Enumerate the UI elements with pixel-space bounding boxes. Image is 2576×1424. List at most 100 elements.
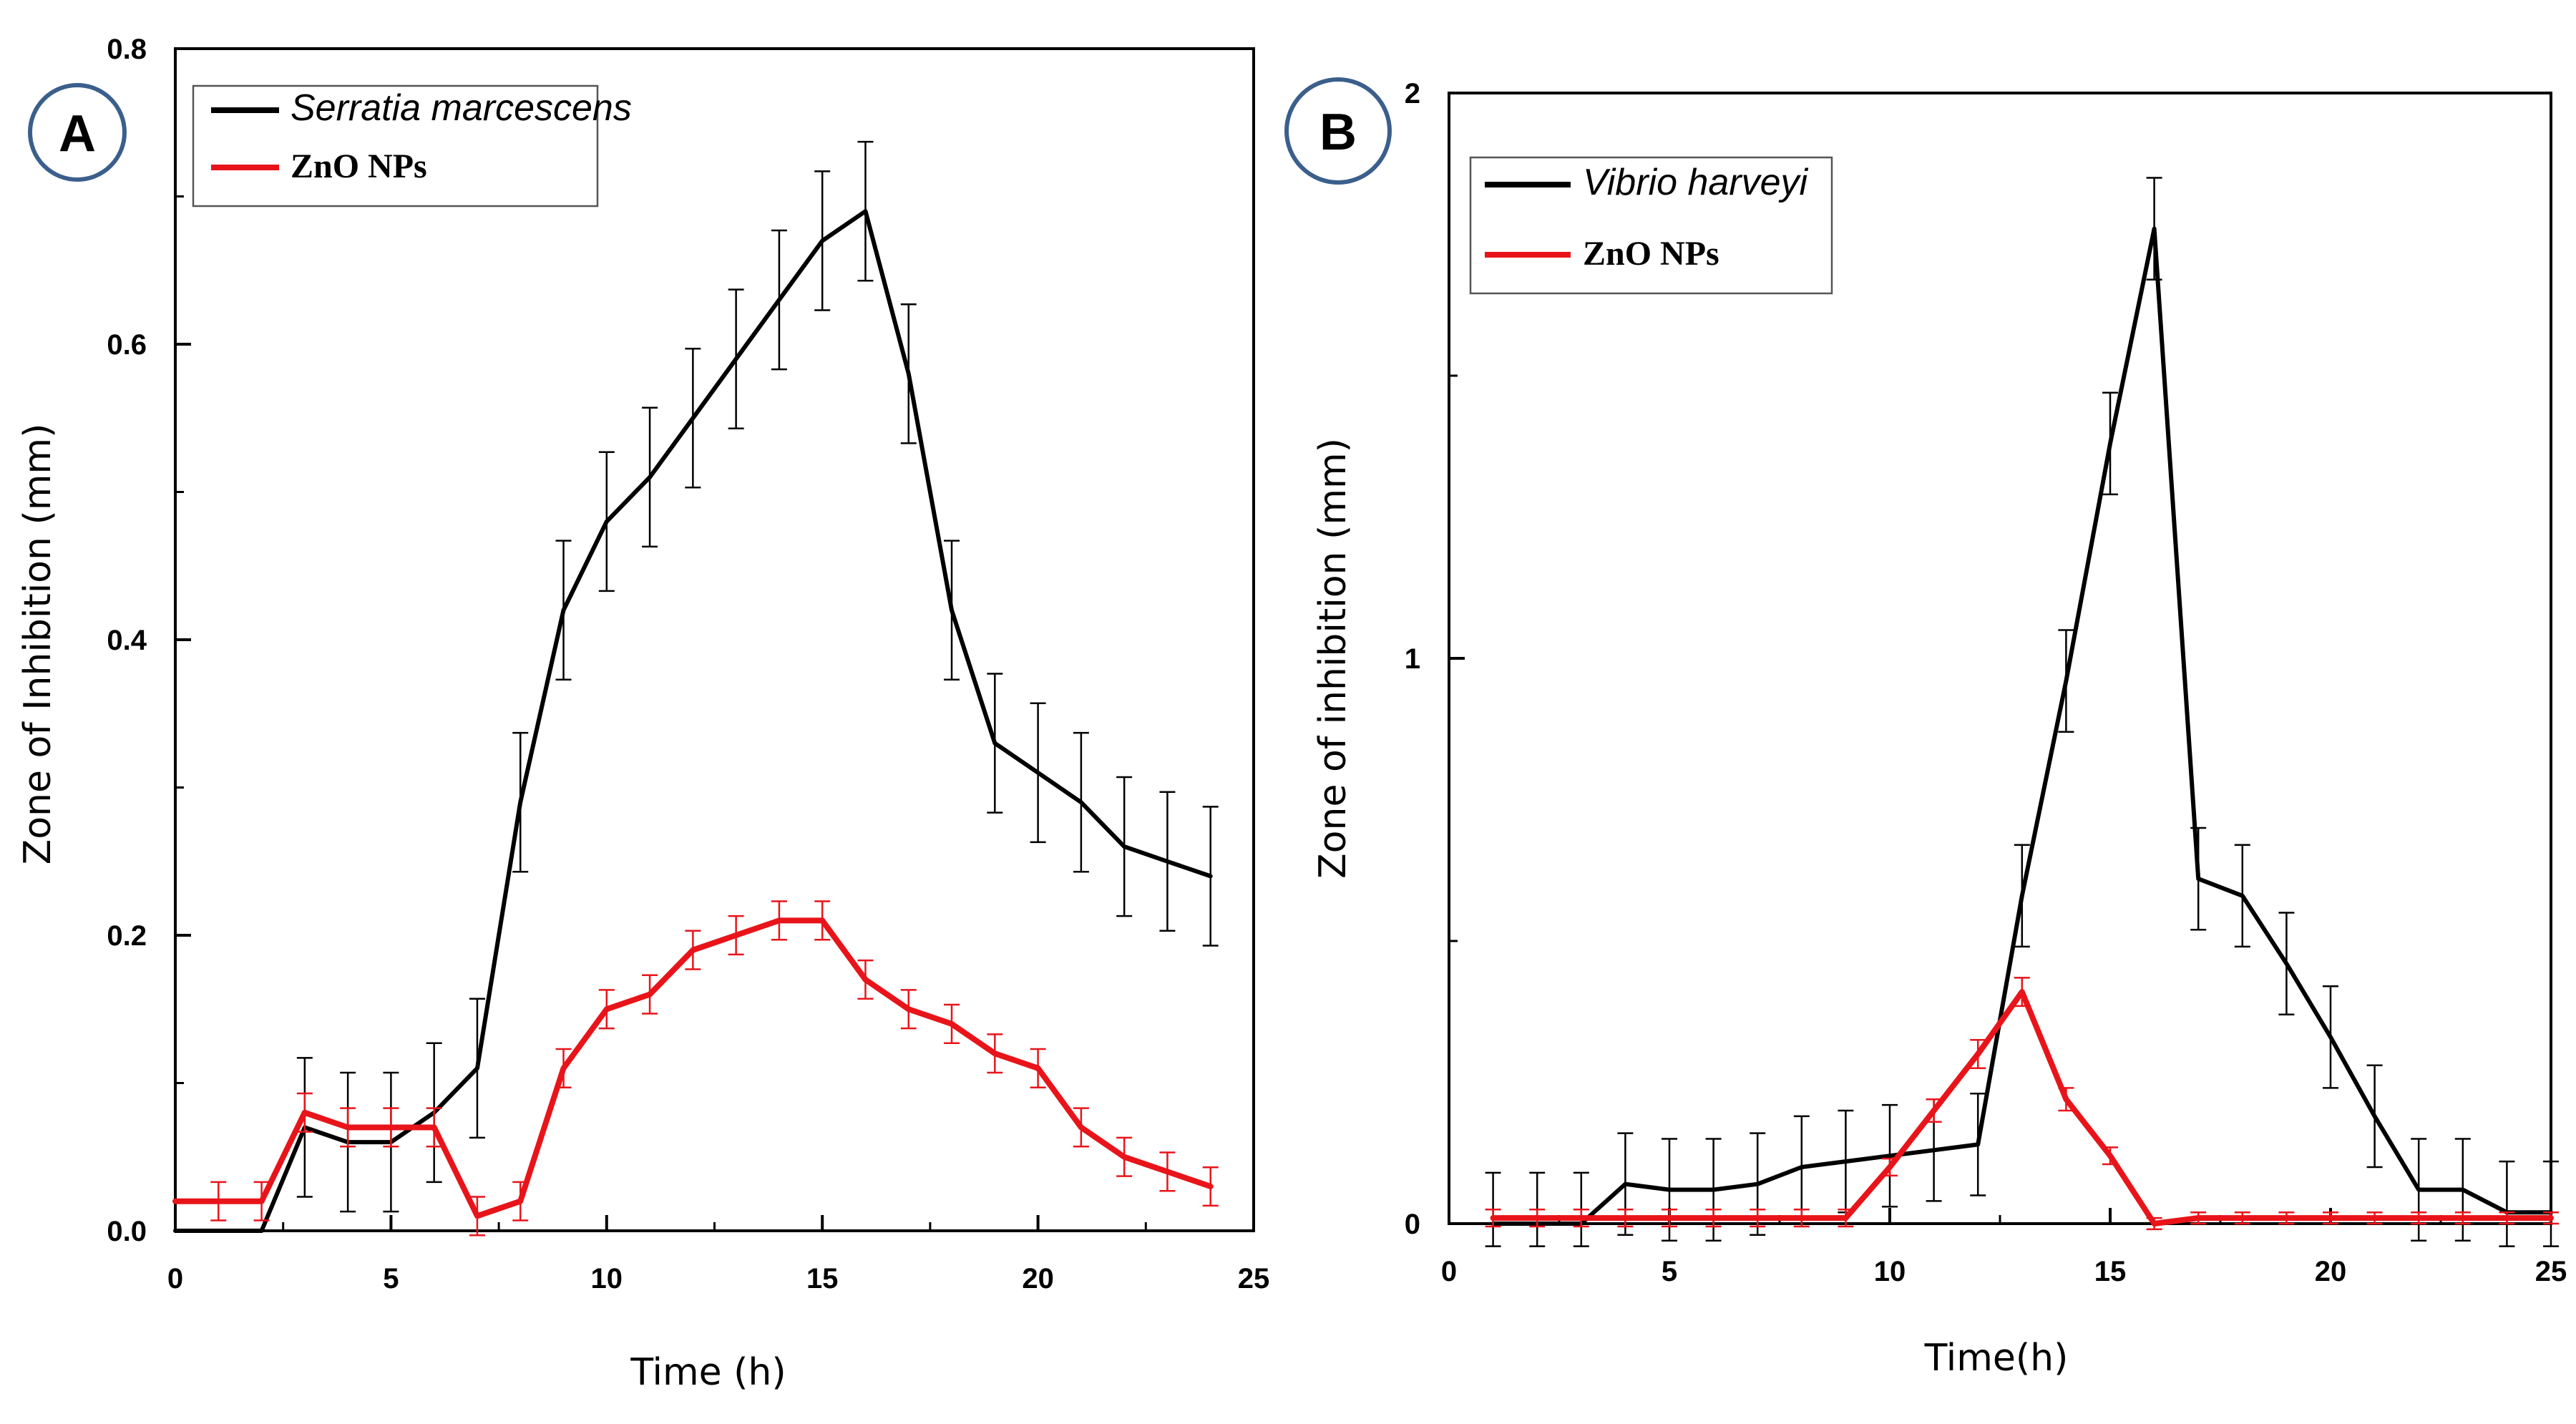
data-point-b-0 xyxy=(1623,1182,1627,1186)
data-point-b-0 xyxy=(1800,1165,1804,1169)
x-tick-label-a: 5 xyxy=(383,1263,399,1294)
data-point-a-1 xyxy=(992,1051,997,1055)
data-point-a-0 xyxy=(992,741,997,746)
data-point-b-0 xyxy=(2328,1035,2333,1039)
data-point-a-0 xyxy=(734,357,738,361)
legend-label-b-0: Vibrio harveyi xyxy=(1583,162,1809,203)
data-point-b-1 xyxy=(1667,1216,1672,1220)
data-point-b-1 xyxy=(1712,1216,1716,1220)
x-tick-label-a: 20 xyxy=(1022,1263,1054,1294)
legend-b: Vibrio harveyi ZnO NPs xyxy=(1469,156,1833,295)
data-point-b-1 xyxy=(1800,1216,1804,1220)
series-line-b-1 xyxy=(1490,989,2554,1227)
data-point-a-0 xyxy=(1165,859,1169,864)
data-point-b-0 xyxy=(2416,1188,2421,1192)
data-point-b-0 xyxy=(2196,877,2200,881)
data-point-b-1 xyxy=(1535,1216,1539,1220)
data-point-a-0 xyxy=(260,1229,264,1233)
data-point-a-1 xyxy=(475,1214,479,1218)
data-point-a-1 xyxy=(907,1007,911,1011)
data-point-b-1 xyxy=(2020,990,2024,994)
panel-badge-a: A xyxy=(28,83,127,182)
chart-panel-a: 0 5 10 15 20 25 0.0 0.2 0.4 0.6 0.8 Time (h) Zone of… xyxy=(16,34,1269,1394)
data-point-a-0 xyxy=(518,800,522,804)
x-tick-label-a: 10 xyxy=(591,1263,623,1294)
data-point-a-0 xyxy=(605,520,609,524)
data-point-a-1 xyxy=(1165,1169,1169,1174)
panel-badge-label-a: A xyxy=(59,105,96,162)
series-line-b-0 xyxy=(1491,226,2553,1226)
data-point-a-0 xyxy=(863,209,867,213)
data-point-b-1 xyxy=(1755,1216,1760,1220)
y-tick-label-b: 1 xyxy=(1405,643,1420,675)
legend-label-b-1: ZnO NPs xyxy=(1583,235,1719,273)
data-point-b-0 xyxy=(2152,227,2157,231)
legend-label-a-1: ZnO NPs xyxy=(291,147,427,185)
panel-badge-circle-b xyxy=(1284,77,1392,185)
data-point-b-0 xyxy=(1888,1154,1892,1158)
data-point-b-1 xyxy=(2064,1097,2068,1101)
series-line-a-1 xyxy=(172,917,1214,1219)
data-point-a-1 xyxy=(432,1125,436,1129)
y-tick-label-b: 0 xyxy=(1405,1209,1420,1240)
x-tick-label-a: 25 xyxy=(1238,1263,1270,1294)
data-point-a-1 xyxy=(605,1007,609,1011)
data-point-b-1 xyxy=(2240,1216,2245,1220)
data-point-b-1 xyxy=(2461,1216,2465,1220)
data-point-a-1 xyxy=(173,1199,177,1204)
x-axis-title-b: Time(h) xyxy=(1924,1337,2069,1380)
data-point-b-0 xyxy=(2240,894,2245,898)
data-point-b-1 xyxy=(2152,1221,2157,1226)
data-point-b-0 xyxy=(1932,1148,1936,1152)
legend-label-a-0: Serratia marcescens xyxy=(291,87,632,129)
data-point-a-1 xyxy=(562,1066,566,1071)
data-point-b-0 xyxy=(2284,962,2288,966)
x-tick-label-b: 25 xyxy=(2535,1256,2567,1287)
data-point-a-0 xyxy=(475,1066,479,1071)
data-point-a-0 xyxy=(1079,800,1083,804)
y-tick-label-a: 0.2 xyxy=(107,920,147,952)
data-point-b-0 xyxy=(2461,1188,2465,1192)
y-tick-label-a: 0.8 xyxy=(107,34,147,65)
x-tick-label-a: 15 xyxy=(806,1263,839,1294)
data-point-a-1 xyxy=(691,948,695,952)
legend-box-a xyxy=(192,84,599,208)
data-point-a-1 xyxy=(346,1125,350,1129)
data-point-a-1 xyxy=(1079,1125,1083,1129)
data-point-a-1 xyxy=(1209,1184,1213,1189)
data-point-a-1 xyxy=(260,1199,264,1204)
data-point-b-1 xyxy=(1976,1052,1980,1056)
x-tick-label-b: 15 xyxy=(2094,1256,2127,1287)
x-tick-label-a: 0 xyxy=(167,1263,183,1294)
panel-badge-b: B xyxy=(1284,77,1392,185)
data-point-b-0 xyxy=(2020,894,2024,898)
data-point-a-0 xyxy=(777,298,781,302)
data-point-a-0 xyxy=(907,371,911,376)
data-point-a-0 xyxy=(950,608,954,613)
data-point-a-1 xyxy=(389,1125,393,1129)
y-tick-label-b: 2 xyxy=(1405,78,1420,109)
series-b-1 xyxy=(1485,977,2559,1231)
data-point-a-0 xyxy=(648,475,652,479)
y-axis-title-a: Zone of Inhibition (mm) xyxy=(16,424,59,865)
legend-box-b xyxy=(1469,156,1833,295)
data-point-a-1 xyxy=(863,977,867,982)
x-tick-label-b: 5 xyxy=(1662,1256,1677,1287)
x-axis-title-a: Time (h) xyxy=(630,1351,786,1394)
data-point-a-0 xyxy=(1209,874,1213,878)
data-point-a-1 xyxy=(734,933,738,937)
data-point-b-1 xyxy=(1888,1165,1892,1169)
data-point-b-0 xyxy=(2108,442,2112,446)
data-point-b-1 xyxy=(2108,1154,2112,1158)
data-point-b-0 xyxy=(1755,1182,1760,1186)
data-point-a-0 xyxy=(216,1229,220,1233)
data-point-a-0 xyxy=(691,416,695,420)
data-point-a-0 xyxy=(820,238,824,243)
x-tick-label-b: 20 xyxy=(2315,1256,2347,1287)
panel-badge-label-b: B xyxy=(1319,104,1357,161)
data-point-a-1 xyxy=(950,1022,954,1026)
series-b-0 xyxy=(1485,177,2559,1247)
data-point-b-1 xyxy=(1623,1216,1627,1220)
